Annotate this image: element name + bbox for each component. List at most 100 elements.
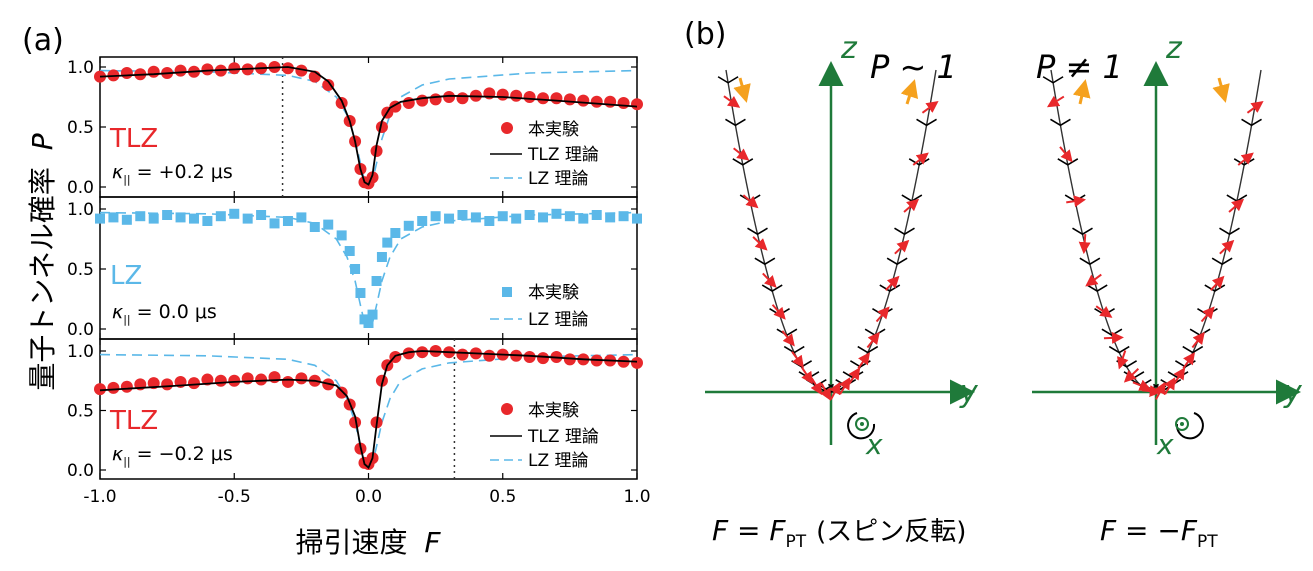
spin-diagram-left: z y x P ~ 1 bbox=[705, 31, 979, 461]
caption-right-sub: PT bbox=[1197, 532, 1218, 552]
spin-arrow bbox=[884, 275, 900, 291]
data-point bbox=[484, 216, 495, 226]
data-point bbox=[344, 246, 355, 256]
data-point bbox=[94, 383, 106, 396]
subplot-bottom bbox=[94, 339, 643, 479]
spin-arrow bbox=[1123, 368, 1140, 383]
field-chevron bbox=[1072, 227, 1093, 236]
spin-arrow bbox=[894, 239, 910, 255]
data-point bbox=[563, 93, 576, 106]
data-point bbox=[188, 213, 199, 224]
spin-arrow bbox=[848, 367, 861, 385]
data-point bbox=[107, 381, 120, 394]
data-point bbox=[363, 318, 374, 328]
x-axis-symbol-right: x bbox=[1156, 412, 1204, 461]
field-chevron bbox=[1241, 118, 1262, 127]
y-tick-label: 1.0 bbox=[67, 58, 94, 78]
data-point bbox=[256, 210, 267, 220]
orange-arrow-up-left bbox=[900, 79, 919, 105]
kappa-label-bottom: κ|| = −0.2 μs bbox=[112, 443, 233, 468]
data-point bbox=[550, 92, 563, 105]
legend-label-tlz: TLZ 理論 bbox=[527, 427, 599, 447]
x-axis-label-symbol: F bbox=[424, 526, 441, 559]
kappa-symbol-top: κ bbox=[112, 161, 124, 183]
spin-arrow bbox=[771, 304, 786, 320]
data-point bbox=[269, 218, 280, 229]
spin-arrow bbox=[781, 330, 795, 347]
data-point bbox=[631, 356, 643, 369]
field-chevron bbox=[732, 158, 754, 166]
data-point bbox=[524, 210, 535, 220]
legend-middle: 本実験 LZ 理論 bbox=[490, 283, 589, 330]
data-point bbox=[375, 121, 388, 133]
kappa-sub-bottom: || bbox=[123, 455, 130, 468]
y-tick-label: 0.0 bbox=[67, 178, 94, 198]
spin-arrow bbox=[829, 381, 841, 400]
model-label-top: TLZ bbox=[109, 124, 158, 154]
spin-arrow bbox=[1219, 239, 1235, 255]
data-point bbox=[147, 65, 160, 78]
data-point bbox=[456, 348, 469, 361]
parabola-right bbox=[1042, 69, 1264, 400]
data-point bbox=[457, 210, 468, 220]
data-point bbox=[95, 213, 105, 224]
x-tick-labels: -1.0 -0.5 0.0 0.5 1.0 bbox=[83, 487, 650, 507]
data-point bbox=[201, 373, 214, 386]
data-point bbox=[591, 210, 602, 220]
spin-arrow bbox=[1246, 101, 1264, 114]
x-axis-dot-left bbox=[860, 422, 864, 426]
z-axis-label-left: z bbox=[840, 31, 858, 66]
x-tick-label: 1.0 bbox=[623, 487, 650, 507]
data-point bbox=[430, 211, 441, 222]
data-point bbox=[241, 372, 254, 385]
legend-top: 本実験 TLZ 理論 LZ 理論 bbox=[490, 120, 599, 189]
panel-b-label: (b) bbox=[684, 17, 726, 52]
spin-arrow bbox=[875, 306, 890, 323]
y-axis-label: 量子トンネル確率 P bbox=[26, 133, 59, 390]
spin-arrow bbox=[742, 194, 759, 209]
field-chevron bbox=[1042, 76, 1064, 84]
field-chevron bbox=[761, 284, 783, 292]
data-point bbox=[349, 416, 362, 429]
x-axis-dot-right bbox=[1180, 422, 1184, 426]
data-point bbox=[538, 212, 549, 223]
data-point bbox=[470, 212, 481, 223]
field-chevron bbox=[747, 227, 768, 236]
data-point bbox=[511, 213, 522, 224]
y-tick-labels: 0.00.51.00.00.51.00.00.51.0 bbox=[67, 58, 94, 481]
kappa-label-middle: κ|| = 0.0 μs bbox=[112, 301, 217, 326]
spin-arrow bbox=[838, 377, 851, 395]
data-point bbox=[187, 377, 200, 390]
z-axis-label-right: z bbox=[1165, 31, 1183, 66]
caption-left-main: F = F bbox=[712, 514, 786, 547]
y-axis-label-symbol: P bbox=[26, 133, 59, 150]
spin-arrow bbox=[819, 382, 831, 401]
field-chevron bbox=[783, 345, 805, 354]
data-point bbox=[402, 97, 415, 109]
legend-bottom: 本実験 TLZ 理論 LZ 理論 bbox=[490, 401, 599, 471]
field-chevron bbox=[1050, 118, 1071, 127]
data-point bbox=[120, 67, 133, 79]
data-point bbox=[523, 350, 536, 363]
field-chevron bbox=[1101, 328, 1123, 337]
y-axis-label-left: y bbox=[959, 375, 979, 410]
y-tick-label: 0.0 bbox=[67, 320, 94, 340]
field-chevron bbox=[754, 257, 776, 266]
data-point bbox=[429, 93, 442, 106]
subplot-middle bbox=[95, 197, 642, 339]
x-axis-label-text: 掃引速度 bbox=[295, 526, 407, 559]
x-axis-label-left: x bbox=[865, 428, 883, 461]
diagram-title-left: P ~ 1 bbox=[870, 48, 957, 86]
spin-arrow bbox=[733, 147, 750, 161]
kappa-sub-middle: || bbox=[123, 313, 130, 326]
data-point bbox=[282, 216, 293, 226]
x-axis-symbol-left: x bbox=[847, 412, 883, 461]
rotation-arc-left bbox=[847, 412, 876, 440]
caption-right-main: F = −F bbox=[1100, 514, 1198, 547]
x-axis-label-right: x bbox=[1156, 428, 1174, 461]
spin-arrow bbox=[1154, 381, 1166, 400]
spin-arrow bbox=[1103, 331, 1124, 344]
y-axis-label-right: y bbox=[1283, 375, 1303, 410]
data-point bbox=[416, 346, 429, 359]
x-axis-label: 掃引速度 F bbox=[295, 526, 441, 559]
